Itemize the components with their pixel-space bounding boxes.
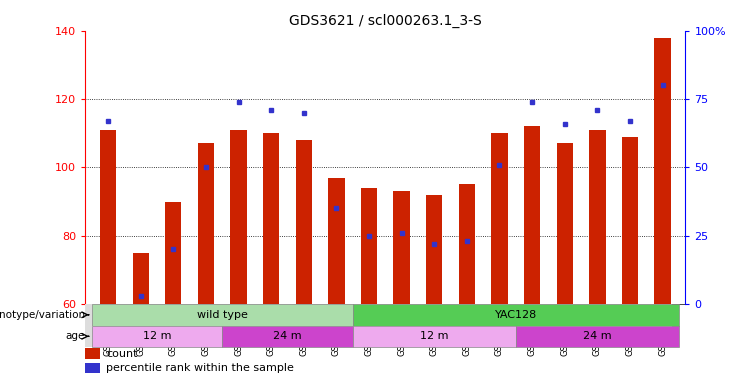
Bar <box>524 126 540 304</box>
Bar <box>622 137 638 304</box>
Bar <box>165 202 182 304</box>
Bar <box>198 144 214 304</box>
Bar <box>92 304 353 326</box>
Bar <box>92 326 222 347</box>
Bar <box>230 130 247 304</box>
Text: count: count <box>106 349 138 359</box>
Bar <box>353 304 679 326</box>
Bar <box>361 188 377 304</box>
Text: 24 m: 24 m <box>583 331 611 341</box>
Bar <box>556 144 573 304</box>
Title: GDS3621 / scl000263.1_3-S: GDS3621 / scl000263.1_3-S <box>289 14 482 28</box>
Bar <box>426 195 442 304</box>
Text: 12 m: 12 m <box>143 331 171 341</box>
Bar <box>85 363 100 373</box>
Bar <box>296 140 312 304</box>
Bar <box>100 130 116 304</box>
Text: YAC128: YAC128 <box>495 310 537 320</box>
Bar <box>459 184 475 304</box>
Bar <box>133 253 149 304</box>
Bar <box>589 130 605 304</box>
Bar <box>393 191 410 304</box>
Bar <box>328 178 345 304</box>
Text: wild type: wild type <box>197 310 247 320</box>
Text: age: age <box>66 331 85 341</box>
Bar <box>222 326 353 347</box>
Bar <box>491 133 508 304</box>
Bar <box>85 349 100 359</box>
Text: genotype/variation: genotype/variation <box>0 310 85 320</box>
Bar <box>353 326 516 347</box>
Text: percentile rank within the sample: percentile rank within the sample <box>106 363 294 373</box>
Text: 24 m: 24 m <box>273 331 302 341</box>
Text: 12 m: 12 m <box>420 331 448 341</box>
Bar <box>654 38 671 304</box>
Bar <box>263 133 279 304</box>
Bar <box>516 326 679 347</box>
